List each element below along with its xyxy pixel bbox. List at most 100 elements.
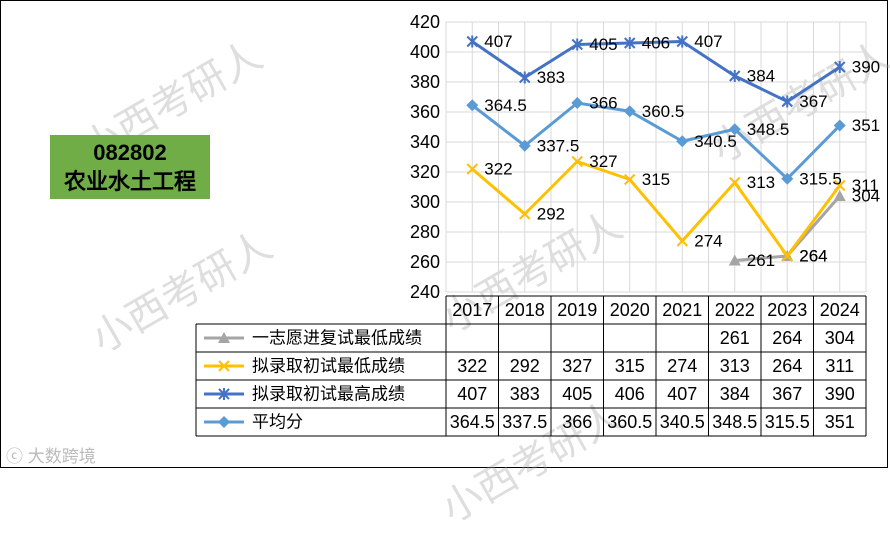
asterisk-marker	[218, 388, 230, 400]
data-label: 351	[852, 116, 880, 135]
x-marker	[519, 208, 531, 220]
series-line	[471, 160, 841, 258]
y-tick-label: 340	[410, 132, 440, 152]
data-label: 390	[852, 58, 880, 77]
data-point	[833, 190, 846, 201]
table-cell: 407	[667, 384, 697, 404]
data-label: 360.5	[642, 102, 685, 121]
data-label: 311	[852, 176, 879, 195]
series-line	[471, 40, 841, 103]
data-point	[833, 119, 846, 132]
x-marker	[466, 163, 478, 175]
data-label: 406	[642, 34, 670, 53]
program-code: 082802	[93, 140, 167, 165]
table-cell: 360.5	[607, 412, 652, 432]
asterisk-marker	[729, 70, 741, 82]
data-label: 405	[589, 35, 617, 54]
asterisk-marker	[781, 95, 793, 108]
triangle-marker	[218, 332, 230, 343]
table-cell: 322	[457, 356, 487, 376]
diamond-marker	[781, 172, 794, 185]
diamond-marker	[623, 105, 636, 118]
data-point	[518, 139, 531, 152]
logo-text: 大数跨境	[27, 447, 96, 466]
y-tick-label: 400	[410, 42, 440, 62]
y-tick-label: 300	[410, 192, 440, 212]
x-marker	[781, 250, 793, 262]
data-point	[466, 99, 479, 112]
logo: ⓒ 大数跨境	[6, 442, 96, 467]
data-label: 315.5	[799, 169, 842, 188]
legend-marker	[218, 388, 230, 400]
data-label: 407	[484, 32, 512, 51]
data-point	[834, 61, 846, 73]
data-point	[571, 97, 584, 109]
data-label: 337.5	[537, 136, 580, 155]
triangle-marker	[833, 190, 846, 201]
data-point	[624, 173, 636, 186]
legend-label: 一志愿进复试最低成绩	[252, 329, 422, 348]
data-label: 327	[589, 152, 617, 171]
x-tick-label: 2020	[610, 300, 650, 320]
table-cell: 367	[772, 384, 802, 404]
y-tick-label: 280	[410, 222, 440, 242]
y-tick-label: 360	[410, 102, 440, 122]
data-point	[624, 37, 636, 49]
table-cell: 390	[825, 384, 855, 404]
legend-marker	[218, 416, 230, 428]
data-point	[781, 250, 793, 262]
series-line	[471, 101, 841, 181]
table-cell: 407	[457, 384, 487, 404]
logo-icon: ⓒ	[6, 447, 28, 466]
y-tick-label: 380	[410, 72, 440, 92]
data-label: 304	[852, 187, 880, 206]
data-label: 348.5	[747, 120, 790, 139]
data-label: 340.5	[694, 132, 737, 151]
x-marker	[676, 235, 688, 247]
x-tick-label: 2021	[662, 300, 702, 320]
line-chart: 240 260 280 300 320 340 360 380 400 420 2017 2018 20…	[195, 12, 880, 437]
table-cell: 315	[615, 356, 645, 376]
table-cell: 292	[510, 356, 540, 376]
table-cell: 337.5	[502, 412, 547, 432]
chart-frame	[0, 0, 888, 468]
diamond-marker	[466, 99, 479, 112]
x-tick-label: 2019	[557, 300, 597, 320]
table-cell: 351	[825, 412, 855, 432]
table-cell: 384	[720, 384, 750, 404]
table-cell: 304	[825, 328, 855, 348]
data-point	[571, 38, 583, 51]
x-marker	[834, 179, 846, 192]
data-point	[728, 254, 741, 266]
data-label: 407	[694, 32, 722, 51]
program-name: 农业水土工程	[63, 169, 196, 194]
y-tick-label: 260	[410, 252, 440, 272]
data-label: 274	[694, 232, 722, 251]
data-label: 264	[799, 247, 827, 266]
x-tick-label: 2017	[452, 300, 492, 320]
y-tick-label: 320	[410, 162, 440, 182]
data-label: 384	[747, 67, 775, 86]
y-tick-label: 240	[410, 282, 440, 302]
x-marker	[624, 173, 636, 186]
table-cell: 315.5	[765, 412, 810, 432]
table-cell: 383	[510, 384, 540, 404]
diamond-marker	[676, 135, 689, 148]
data-point	[781, 95, 793, 108]
diamond-marker	[518, 139, 531, 152]
data-point	[781, 172, 794, 185]
asterisk-marker	[676, 35, 688, 48]
legend-label: 拟录取初试最高成绩	[252, 385, 405, 404]
data-label: 313	[747, 173, 775, 192]
data-label: 322	[484, 160, 512, 179]
asterisk-marker	[834, 61, 846, 73]
table-cell: 366	[562, 412, 592, 432]
data-point	[466, 35, 478, 48]
legend-marker	[218, 332, 230, 343]
x-tick-label: 2018	[505, 300, 545, 320]
diamond-marker	[571, 97, 584, 109]
table-cell: 364.5	[450, 412, 495, 432]
data-label: 367	[799, 92, 827, 111]
table-cell: 327	[562, 356, 592, 376]
table-cell: 311	[825, 356, 854, 376]
